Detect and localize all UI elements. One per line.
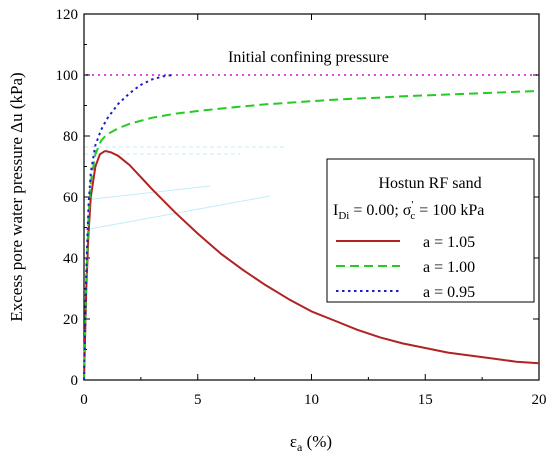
y-tick-label: 60	[63, 190, 78, 206]
legend-idi-subscript: Di	[338, 210, 349, 222]
legend-sigma-main: σ	[403, 202, 412, 219]
legend-sigma-value: = 100 kPa	[415, 202, 484, 219]
series-line-2	[83, 89, 540, 381]
background-artifact-lines	[83, 146, 285, 231]
x-axis-title: εa (%)	[290, 432, 332, 454]
x-axis-title-unit: (%)	[302, 432, 332, 451]
legend-idi-main: I	[333, 202, 338, 219]
x-tick-label: 5	[194, 392, 202, 408]
y-axis-title: Excess pore water pressure Δu (kPa)	[7, 72, 26, 321]
x-axis-title-subscript: a	[297, 440, 303, 454]
legend-label-2: a = 1.00	[423, 259, 475, 276]
annotation-initial-confining-pressure: Initial confining pressure	[228, 49, 389, 66]
y-tick-label: 120	[56, 7, 79, 23]
legend-label-3: a = 0.95	[423, 284, 475, 301]
legend-entries: a = 1.05 a = 1.00 a = 0.95	[336, 234, 475, 301]
legend-sigma-subscript: c	[410, 210, 415, 222]
artifact-line	[83, 185, 211, 201]
legend: Hostun RF sand IDi = 0.00; σ' c = 100 kPa…	[326, 158, 535, 303]
y-tick-label: 40	[63, 251, 78, 267]
series-layer	[83, 74, 540, 381]
legend-idi-value: = 0.00;	[349, 202, 402, 219]
y-tick-label: 100	[56, 68, 79, 84]
legend-condition: IDi = 0.00; σ' c = 100 kPa	[333, 199, 484, 222]
x-axis-ticks: 0 5 10 15 20	[80, 14, 547, 408]
series-line-1	[83, 150, 540, 381]
legend-sigma-superscript: '	[411, 199, 413, 211]
y-tick-label: 20	[63, 312, 78, 328]
legend-title: Hostun RF sand	[378, 175, 481, 192]
x-tick-label: 15	[418, 392, 433, 408]
x-tick-label: 0	[80, 392, 88, 408]
y-tick-label: 0	[71, 373, 79, 389]
legend-box	[326, 158, 535, 303]
x-tick-label: 10	[304, 392, 319, 408]
x-axis-title-main: ε	[290, 432, 297, 451]
y-axis-ticks: 0 20 40 60 80 100 120	[56, 7, 539, 389]
x-tick-label: 20	[532, 392, 547, 408]
y-tick-label: 80	[63, 129, 78, 145]
legend-label-1: a = 1.05	[423, 234, 475, 251]
